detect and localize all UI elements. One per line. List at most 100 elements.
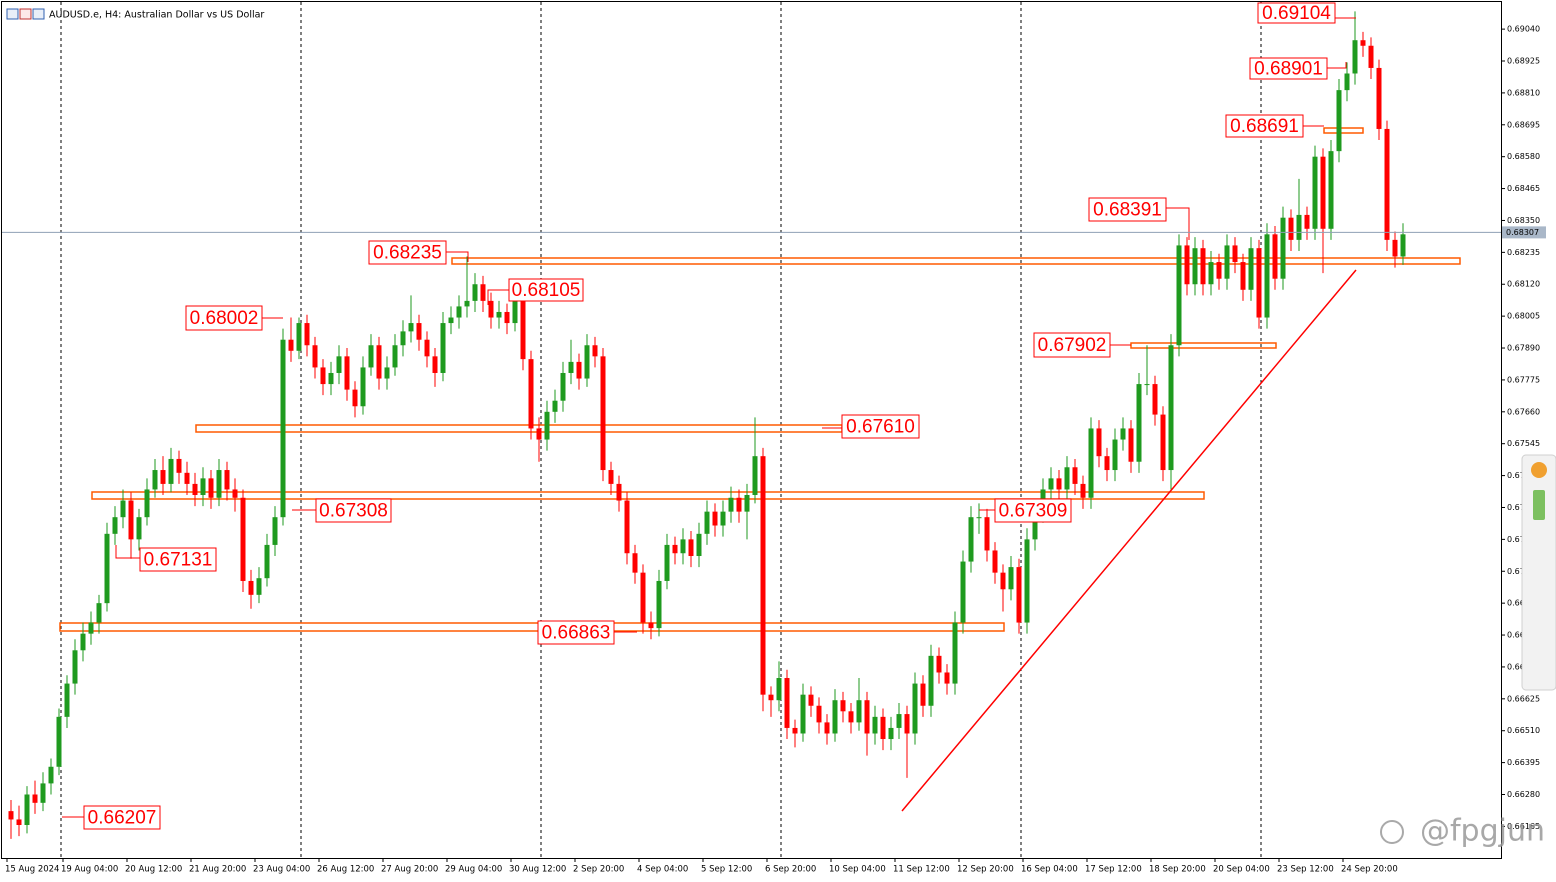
annotation-box	[508, 278, 584, 302]
annotation-label: 0.66207	[88, 808, 157, 829]
candle-body	[1016, 567, 1022, 623]
candle-body	[1104, 456, 1110, 471]
icon	[6, 8, 19, 20]
candle-body	[352, 389, 358, 407]
candle-body	[160, 470, 166, 484]
annotation-label: 0.68691	[1230, 116, 1299, 137]
y-tick-label: 0.66165	[1507, 822, 1540, 831]
candle-body	[896, 714, 902, 728]
candle-body	[504, 311, 510, 324]
candle-body	[784, 678, 790, 728]
y-tick-label: 0.68235	[1507, 248, 1540, 257]
watermark-logo	[1380, 820, 1404, 844]
annotation-box	[1033, 332, 1111, 358]
side-panel[interactable]	[1521, 454, 1556, 691]
candle-body	[1224, 245, 1230, 279]
annotation-box	[994, 498, 1072, 523]
candle-body	[648, 622, 654, 629]
candle-body	[168, 458, 174, 484]
candle-body	[368, 345, 374, 368]
y-tick-label: 0.66395	[1507, 758, 1540, 767]
candle-body	[256, 578, 262, 595]
candle-body	[32, 794, 38, 803]
candle-body	[400, 331, 406, 346]
candle-body	[1376, 67, 1382, 129]
candle-body	[104, 533, 110, 604]
chart-title: AUDUSD.e, H4: Australian Dollar vs US Do…	[49, 10, 264, 21]
side-panel-icon[interactable]	[1533, 490, 1545, 520]
candle-body	[24, 794, 30, 825]
y-tick-label: 0.68350	[1507, 216, 1540, 225]
x-tick-label: 2 Sep 20:00	[573, 865, 624, 875]
candle-body	[512, 295, 518, 324]
candle-body	[456, 306, 462, 318]
y-tick-label: 0.68465	[1507, 184, 1540, 193]
candle-body	[880, 716, 886, 740]
candle-body	[1336, 90, 1342, 152]
candle-body	[768, 694, 774, 701]
candle-body	[1080, 483, 1086, 498]
annotation-label: 0.68235	[373, 243, 442, 264]
x-tick-label: 12 Sep 20:00	[957, 865, 1014, 875]
candle-body	[464, 300, 470, 307]
x-tick-label: 20 Sep 04:00	[1213, 865, 1270, 875]
candle-body	[8, 811, 14, 820]
side-panel-icon[interactable]	[1531, 462, 1547, 478]
candle-body	[544, 411, 550, 440]
y-tick-label: 0.66280	[1507, 790, 1540, 799]
candle-body	[224, 470, 230, 490]
annotation-label: 0.67309	[999, 501, 1068, 522]
candle-body	[64, 683, 70, 717]
candle-body	[176, 458, 182, 473]
candle-body	[776, 678, 782, 701]
drawings: 0.69104 0.68901 0.68691 0.68391 0.68235 0.681…	[62, 2, 1357, 830]
trend-line	[901, 269, 1357, 812]
candle-body	[1072, 467, 1078, 484]
candle-body	[296, 323, 302, 351]
candle-body	[192, 483, 198, 495]
candle-body	[40, 783, 46, 803]
candle-body	[1032, 511, 1038, 540]
x-tick-label: 17 Sep 12:00	[1085, 865, 1142, 875]
candle-body	[200, 478, 206, 495]
y-tick-label: 0.66625	[1507, 694, 1540, 703]
candle-body	[872, 716, 878, 734]
y-tick-label: 0.68005	[1507, 312, 1540, 321]
x-tick-label: 15 Aug 2024	[5, 865, 59, 875]
candles	[8, 11, 1406, 839]
candle-body	[664, 544, 670, 581]
annotation-box	[368, 240, 447, 265]
annotation-box	[1088, 197, 1167, 222]
zone	[59, 622, 1005, 632]
x-tick-label: 23 Sep 12:00	[1277, 865, 1334, 875]
candle-body	[608, 470, 614, 484]
candle-body	[624, 500, 630, 554]
candle-body	[520, 295, 526, 360]
y-tick-label: 0.68810	[1507, 88, 1540, 97]
annotation-box	[139, 547, 217, 572]
candle-body	[1136, 384, 1142, 462]
candle-body	[728, 497, 734, 512]
candle-body	[1184, 245, 1190, 285]
candle-body	[632, 553, 638, 573]
candle-body	[832, 700, 838, 734]
annotation-label: 0.67610	[846, 417, 915, 438]
candle-body	[56, 716, 62, 767]
candle-body	[952, 622, 958, 684]
candle-body	[384, 367, 390, 379]
candle-body	[1128, 428, 1134, 462]
x-tick-label: 21 Aug 20:00	[189, 865, 246, 875]
x-tick-label: 6 Sep 20:00	[765, 865, 816, 875]
candle-body	[496, 311, 502, 318]
candle-body	[344, 356, 350, 390]
candle-body	[968, 517, 974, 562]
candle-body	[1384, 128, 1390, 240]
annotation-label: 0.67308	[319, 501, 388, 522]
candle-body	[208, 478, 214, 498]
x-tick-label: 29 Aug 04:00	[445, 865, 502, 875]
annotation-label: 0.68901	[1254, 59, 1323, 80]
x-tick-label: 26 Aug 12:00	[317, 865, 374, 875]
